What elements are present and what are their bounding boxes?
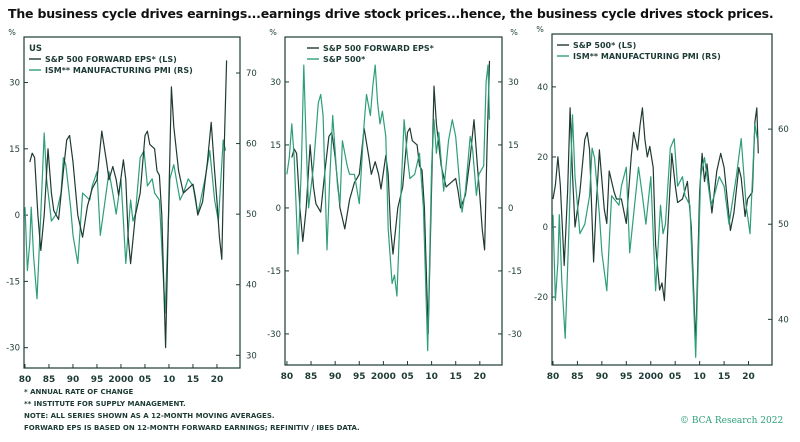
- y-left-tick-label: 30: [270, 78, 281, 88]
- series-line-1: [291, 60, 491, 335]
- y-right-tick-label: -30: [508, 330, 522, 340]
- chart-panel-3: 80 85 90 95 2000 05 10 15 20 40 20 0 -20 60 50 40% S&P 5…: [534, 25, 789, 382]
- series-line-1: [29, 60, 228, 349]
- footnote-1: * ANNUAL RATE OF CHANGE: [24, 388, 134, 396]
- x-tick-label: 90: [596, 372, 609, 382]
- y-right-tick-label: 50: [778, 220, 789, 230]
- x-tick-label: 80: [547, 372, 560, 382]
- x-tick-label: 2000: [371, 372, 396, 382]
- series-line-2: [286, 64, 491, 352]
- y-right-tick-label: -15: [508, 267, 522, 277]
- x-tick-label: 15: [187, 375, 200, 385]
- y-right-tick-label: 30: [508, 78, 519, 88]
- plot-frame: [23, 36, 241, 369]
- x-tick-label: 95: [91, 375, 104, 385]
- y-left-tick-label: 20: [537, 153, 548, 163]
- chart-panel-1: 80 85 90 95 2000 05 10 15 20 30 15 0 -15 -30 70 60 50 40 3…: [6, 28, 257, 385]
- y-left-tick-label: 40: [537, 83, 548, 93]
- footnote-4: FORWARD EPS IS BASED ON 12-MONTH FORWARD…: [24, 424, 360, 432]
- x-tick-label: 95: [353, 372, 366, 382]
- x-tick-label: 95: [620, 372, 633, 382]
- series-line-2: [552, 114, 758, 358]
- x-tick-label: 20: [742, 372, 755, 382]
- y-right-tick-label: 30: [246, 351, 257, 361]
- y-left-tick-label: 0: [276, 204, 281, 214]
- y-right-unit: %: [510, 28, 518, 37]
- y-left-tick-label: -20: [534, 293, 548, 303]
- legend-label: ISM** MANUFACTURING PMI (RS): [573, 52, 721, 61]
- legend-label: S&P 500 FORWARD EPS* (LS): [45, 55, 177, 64]
- x-tick-label: 05: [401, 372, 414, 382]
- y-left-unit: %: [8, 28, 16, 37]
- footnote-3: NOTE: ALL SERIES SHOWN AS A 12-MONTH MOV…: [24, 412, 275, 420]
- y-left-tick-label: 15: [270, 141, 281, 151]
- x-tick-label: 10: [163, 375, 176, 385]
- y-right-tick-label: 40: [778, 315, 789, 325]
- x-tick-label: 15: [449, 372, 462, 382]
- y-left-tick-label: 0: [543, 223, 548, 233]
- x-tick-label: 2000: [638, 372, 663, 382]
- series-line-2: [24, 132, 227, 314]
- y-right-tick-label: 50: [246, 210, 257, 220]
- legend-label: S&P 500* (LS): [573, 41, 636, 50]
- x-tick-label: 85: [571, 372, 584, 382]
- x-tick-label: 2000: [108, 375, 133, 385]
- panel-label: US: [29, 44, 42, 54]
- x-tick-label: 10: [693, 372, 706, 382]
- chart-title: The business cycle drives earnings...ear…: [8, 6, 774, 21]
- y-left-tick-label: 30: [9, 79, 20, 89]
- y-left-tick-label: 15: [9, 145, 20, 155]
- x-tick-label: 90: [67, 375, 80, 385]
- y-right-tick-label: 40: [246, 281, 257, 291]
- legend-label: S&P 500*: [323, 55, 366, 64]
- series-line-1: [552, 107, 759, 347]
- plot-frame: [284, 36, 503, 366]
- y-left-tick-label: -15: [267, 267, 281, 277]
- y-left-tick-label: -15: [6, 277, 20, 287]
- x-tick-label: 20: [211, 375, 224, 385]
- credit-text: © BCA Research 2022: [680, 416, 784, 426]
- footnote-2: ** INSTITUTE FOR SUPPLY MANAGEMENT.: [24, 400, 186, 408]
- x-tick-label: 20: [474, 372, 487, 382]
- y-right-tick-label: 60: [246, 140, 257, 150]
- y-left-tick-label: -30: [6, 344, 20, 354]
- y-right-tick-label: 60: [778, 125, 789, 135]
- x-tick-label: 05: [669, 372, 682, 382]
- x-tick-label: 90: [329, 372, 342, 382]
- x-tick-label: 15: [718, 372, 731, 382]
- x-tick-label: 85: [43, 375, 56, 385]
- plot-frame: [551, 33, 773, 366]
- chart-panel-2: 80 85 90 95 2000 05 10 15 20 30 15 0 -15 -30 30 15 0 -15 -…: [267, 28, 522, 382]
- x-tick-label: 85: [305, 372, 318, 382]
- x-tick-label: 80: [19, 375, 32, 385]
- y-left-tick-label: -30: [267, 330, 281, 340]
- x-tick-label: 05: [139, 375, 152, 385]
- x-tick-label: 80: [281, 372, 294, 382]
- y-right-tick-label: 15: [508, 141, 519, 151]
- y-right-tick-label: 70: [246, 69, 257, 79]
- y-right-tick-label: 0: [508, 204, 513, 214]
- legend-label: S&P 500 FORWARD EPS*: [323, 44, 435, 53]
- legend-label: ISM** MANUFACTURING PMI (RS): [45, 66, 193, 75]
- y-left-unit: %: [536, 25, 544, 34]
- y-left-tick-label: 0: [15, 211, 20, 221]
- x-tick-label: 10: [425, 372, 438, 382]
- y-left-unit: %: [269, 28, 277, 37]
